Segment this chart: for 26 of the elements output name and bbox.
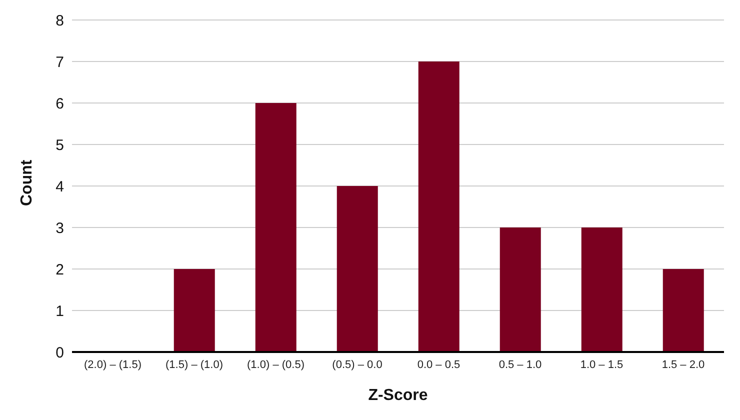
y-tick-label: 3 [56, 220, 64, 237]
y-tick-label: 2 [56, 261, 64, 278]
x-tick-label: (1.0) – (0.5) [247, 358, 304, 371]
bar [255, 103, 296, 352]
bar [336, 186, 378, 352]
x-tick-label: 1.5 – 2.0 [662, 358, 705, 371]
bar [174, 269, 215, 352]
y-tick-label: 7 [56, 54, 64, 71]
bar [500, 228, 541, 352]
y-axis-title: Count [18, 159, 36, 206]
y-tick-label: 8 [56, 12, 64, 30]
x-tick-label: (1.5) – (1.0) [166, 358, 223, 371]
x-tick-label: 0.0 – 0.5 [417, 358, 460, 371]
y-tick-label: 4 [56, 178, 64, 196]
x-tick-label: 1.0 – 1.5 [580, 358, 624, 371]
x-tick-label: 0.5 – 1.0 [498, 358, 542, 371]
x-tick-label: (0.5) – 0.0 [332, 358, 382, 371]
y-tick-label: 0 [56, 344, 64, 362]
y-tick-label: 1 [56, 302, 64, 320]
x-tick-label: (2.0) – (1.5) [84, 358, 142, 371]
bar [581, 228, 622, 352]
bar [662, 269, 704, 352]
y-tick-label: 5 [56, 136, 64, 154]
x-axis-title: Z-Score [368, 387, 428, 404]
y-tick-label: 6 [56, 95, 64, 112]
bar [418, 62, 460, 352]
